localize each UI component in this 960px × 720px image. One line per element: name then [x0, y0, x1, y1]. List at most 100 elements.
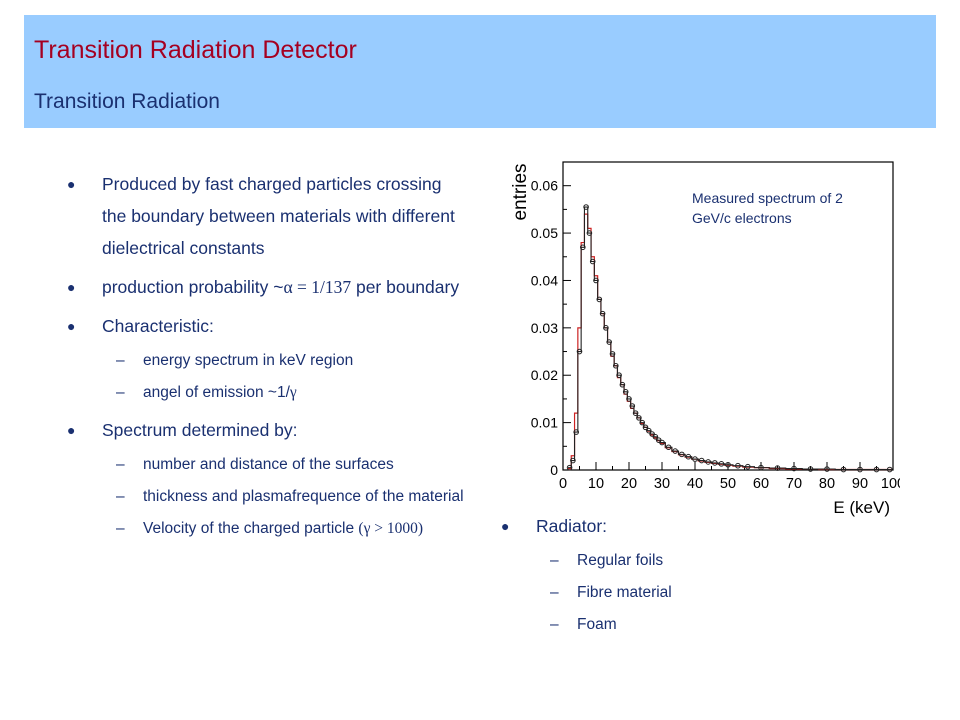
x-tick-label: 80	[819, 476, 835, 492]
spectrum-chart: 0 10 20 30 40 50 60 70 80 90 100 0 0.01 0.02 0.03 0.04 0…	[510, 161, 900, 517]
measured-data-point	[705, 459, 711, 465]
measured-data-point	[886, 466, 893, 473]
measured-data-point	[603, 325, 609, 331]
measured-data-point	[873, 466, 880, 473]
dash-icon: –	[116, 456, 125, 473]
y-tick-label: 0.05	[531, 225, 558, 241]
measured-data-point	[712, 460, 718, 466]
measured-data-point	[665, 444, 672, 451]
dash-icon: –	[550, 584, 559, 601]
measured-data-point	[649, 431, 655, 437]
y-tick-label: 0.02	[531, 367, 558, 383]
sub-item-text: Fibre material	[577, 584, 672, 601]
measured-data-point	[718, 461, 725, 467]
measured-data-point	[576, 348, 583, 355]
bullet-spectrum: ● Spectrum determined by: – number and di…	[64, 414, 464, 543]
sub-item-foils: – Regular foils	[536, 546, 798, 575]
measured-data-point	[745, 463, 751, 470]
measured-data-point	[735, 462, 741, 469]
y-tick-label: 0.03	[531, 320, 558, 336]
sub-item-velocity: – Velocity of the charged particle (γ > 1…	[102, 514, 464, 543]
bullet-dot-icon: ●	[501, 518, 510, 534]
measured-data-point	[626, 396, 632, 402]
measured-data-point	[758, 464, 764, 471]
page-subtitle: Transition Radiation	[34, 90, 220, 113]
x-tick-label: 100	[881, 476, 900, 492]
probability-formula: α = 1/137	[283, 277, 352, 297]
bullet-text-tail: per boundary	[351, 277, 460, 297]
sub-item-text: number and distance of the surfaces	[143, 456, 394, 473]
measured-data-point	[606, 339, 612, 345]
x-axis-label: E (keV)	[833, 498, 890, 517]
sub-item-surfaces: – number and distance of the surfaces	[102, 450, 464, 479]
measured-data-point	[616, 372, 622, 379]
sub-item-text: Velocity of the charged particle	[143, 520, 359, 537]
chart-annotation: Measured spectrum of 2 GeV/c electrons	[692, 190, 843, 226]
measured-data-point	[646, 427, 652, 434]
bullet-radiator: ● Radiator: – Regular foils – Fibre materi…	[498, 510, 798, 639]
measured-data-point	[692, 456, 698, 462]
plot-frame	[562, 161, 894, 471]
x-tick-label: 0	[559, 476, 567, 492]
main-bullet-list: ● Produced by fast charged particles cro…	[64, 168, 464, 550]
measured-data-point	[725, 461, 731, 468]
measured-data-point	[632, 410, 639, 416]
measured-data-point	[652, 434, 659, 440]
measured-data-point	[824, 466, 830, 472]
sub-item-thickness: – thickness and plasmafrequence of the ma…	[102, 482, 464, 511]
measured-data-point	[807, 466, 814, 472]
x-tick-label: 20	[621, 476, 637, 492]
x-tick-label: 10	[588, 476, 604, 492]
measured-data-point	[659, 439, 665, 446]
measured-data-point	[629, 403, 636, 409]
dash-icon: –	[550, 552, 559, 569]
sub-item-text: angel of emission ~1/	[143, 384, 290, 401]
x-tick-label: 30	[654, 476, 670, 492]
measured-data-point	[596, 296, 603, 303]
measured-data-point	[599, 310, 606, 317]
simulated-spectrum-line	[567, 213, 892, 471]
y-tick-label: 0	[550, 462, 558, 478]
measured-data-point	[698, 457, 705, 464]
measured-data-point	[593, 277, 599, 284]
measured-data-point	[840, 466, 847, 473]
measured-data-point	[857, 466, 863, 473]
sub-item-angle: – angel of emission ~1/γ	[102, 378, 464, 407]
measured-data-point	[613, 362, 619, 369]
dash-icon: –	[550, 616, 559, 633]
sub-item-fibre: – Fibre material	[536, 578, 798, 607]
y-axis-label: entries	[510, 163, 531, 220]
measured-data-point	[570, 457, 576, 464]
page-title: Transition Radiation Detector	[34, 36, 357, 64]
bullet-characteristic: ● Characteristic: – energy spectrum in ke…	[64, 310, 464, 407]
measured-data-point	[639, 419, 645, 426]
measured-data-point	[636, 415, 642, 421]
bullet-dot-icon: ●	[67, 422, 76, 438]
annotation-box: Measured spectrum of 2 GeV/c electrons	[692, 190, 843, 226]
tick-labels: 0 10 20 30 40 50 60 70 80 90 100 0 0.01 0.02 0.03 0.04 0…	[531, 178, 900, 492]
title-banner: Transition Radiation Detector Transition…	[24, 15, 936, 128]
spectrum-sublist: – number and distance of the surfaces – th…	[102, 450, 464, 543]
measured-data-point	[672, 448, 678, 454]
measured-data-point	[791, 465, 797, 472]
gamma-formula: (γ > 1000)	[358, 520, 424, 537]
measured-data-point	[619, 381, 626, 388]
sub-item-text: Foam	[577, 616, 617, 633]
measured-data-point	[679, 451, 685, 458]
measured-data-point	[580, 244, 586, 251]
dash-icon: –	[116, 384, 125, 401]
measured-data-point	[609, 351, 616, 357]
x-tick-label: 90	[852, 476, 868, 492]
x-tick-label: 40	[687, 476, 703, 492]
bullet-text: Radiator:	[536, 516, 608, 536]
series-layer	[566, 204, 893, 473]
bullet-dot-icon: ●	[67, 176, 76, 192]
measured-data-point	[685, 453, 692, 460]
radiator-sublist: – Regular foils – Fibre material – Foam	[536, 546, 798, 639]
dash-icon: –	[116, 488, 125, 505]
sub-item-text: energy spectrum in keV region	[143, 352, 354, 369]
x-tick-label: 70	[786, 476, 802, 492]
dash-icon: –	[116, 520, 125, 537]
sub-item-foam: – Foam	[536, 610, 798, 639]
x-tick-label: 60	[753, 476, 769, 492]
